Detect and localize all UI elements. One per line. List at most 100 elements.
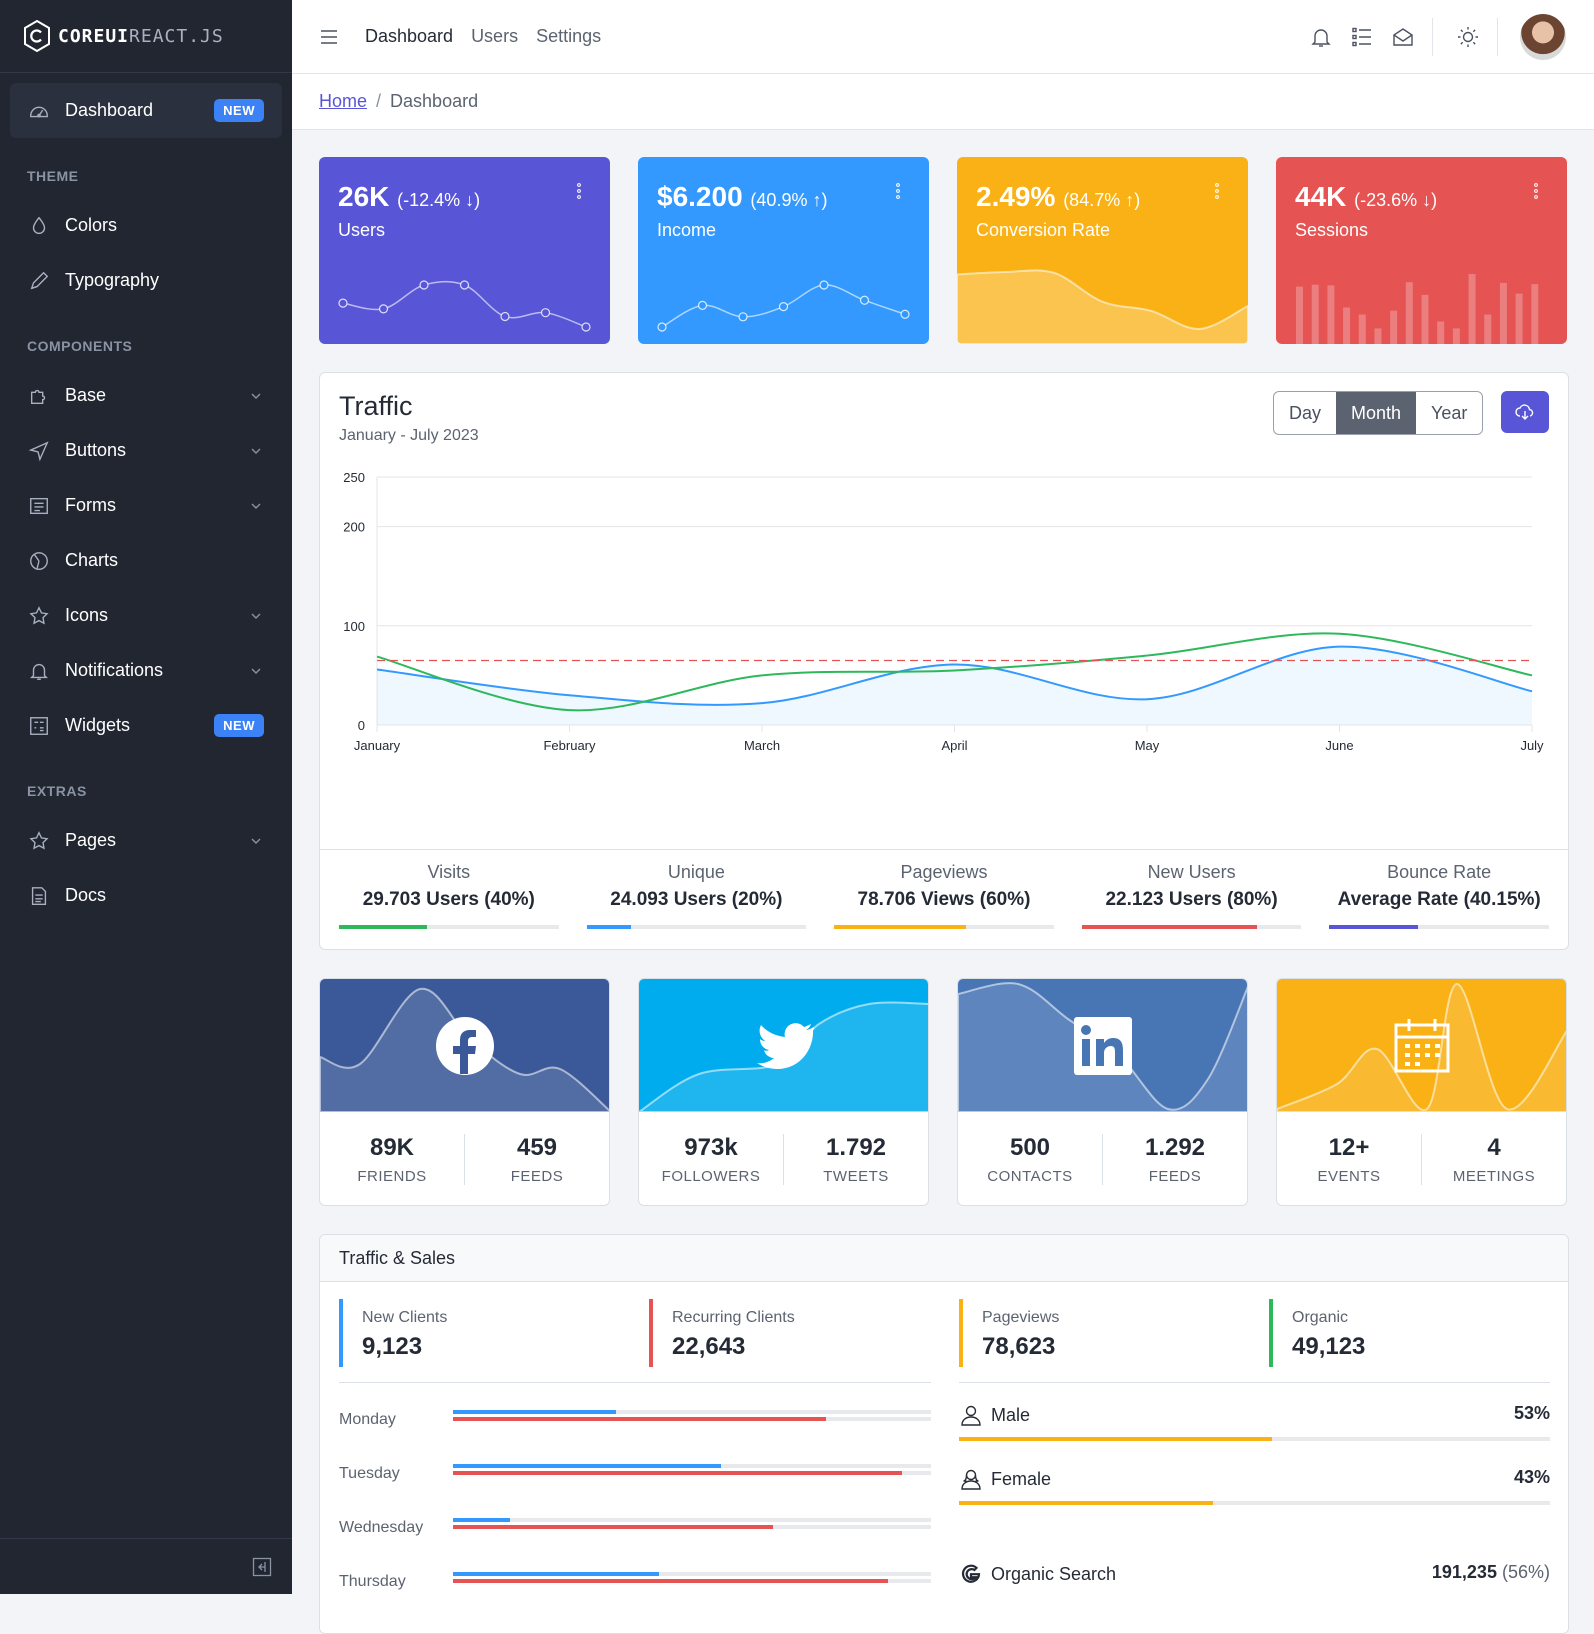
calendar-icon <box>1394 1018 1449 1072</box>
sparkline-area <box>957 269 1248 344</box>
social-stat-value: 973k <box>684 1133 738 1161</box>
list-icon[interactable] <box>1350 25 1374 49</box>
sidebar-item-pages[interactable]: Pages <box>0 813 292 868</box>
social-card-header <box>1277 979 1566 1112</box>
stat-name: Visits <box>427 862 471 882</box>
range-year-button[interactable]: Year <box>1431 402 1468 423</box>
sidebar-item-notifications[interactable]: Notifications <box>0 643 292 698</box>
envelope-open-icon[interactable] <box>1391 25 1415 49</box>
social-stat-label: TWEETS <box>823 1167 889 1185</box>
breadcrumb-current: Dashboard <box>390 91 479 111</box>
more-vertical-icon[interactable] <box>895 182 901 200</box>
cursor-icon <box>28 440 50 462</box>
chevron-down-icon <box>251 448 261 454</box>
social-stat-label: EVENTS <box>1317 1167 1381 1185</box>
brand-bold: COREUI <box>58 25 130 47</box>
day-row: Monday <box>339 1405 931 1435</box>
y-tick-label: 250 <box>343 470 365 485</box>
sparkline-point <box>859 295 870 305</box>
progress-fill <box>453 1471 903 1475</box>
sparkline-bar <box>1311 284 1319 344</box>
chevron-down-icon <box>251 393 261 399</box>
new-clients-progress <box>453 1518 931 1522</box>
gender-value: 43% <box>1513 1467 1550 1487</box>
more-vertical-icon[interactable] <box>576 182 582 200</box>
header-nav: Dashboard Users Settings <box>356 26 610 47</box>
new-clients-progress <box>453 1572 931 1576</box>
more-vertical-icon[interactable] <box>1533 182 1539 200</box>
speedometer-icon <box>28 100 50 122</box>
new-badge: NEW <box>214 714 264 737</box>
sidebar-toggler-icon[interactable] <box>252 1557 272 1577</box>
header-divider <box>1497 18 1498 56</box>
range-day-button[interactable]: Day <box>1289 402 1322 423</box>
widget-sparkline <box>657 280 910 332</box>
breadcrumb: Home / Dashboard <box>292 74 1594 130</box>
sidebar-item-label: Forms <box>65 495 116 515</box>
sidebar-item-widgets[interactable]: Widgets NEW <box>0 698 292 753</box>
traffic-sales-title: Traffic & Sales <box>320 1235 1568 1282</box>
breadcrumb-home-link[interactable]: Home <box>319 91 368 111</box>
sidebar-item-buttons[interactable]: Buttons <box>0 423 292 478</box>
gender-progress <box>959 1437 1550 1441</box>
social-card-header <box>320 979 609 1112</box>
social-stat-value: 500 <box>1009 1133 1051 1161</box>
main-content: 26K (-12.4% ↓) Users $6.200 (40.9% ↑) In… <box>319 157 1569 1634</box>
sparkline-point <box>540 308 551 318</box>
day-label: Tuesday <box>339 1465 400 1482</box>
sun-icon[interactable] <box>1456 25 1480 49</box>
sparkline-point <box>500 311 510 322</box>
social-stat-value: 1.292 <box>1144 1133 1206 1161</box>
widget-value: 2.49% <box>976 181 1056 212</box>
download-button[interactable] <box>1501 391 1549 433</box>
sidebar-item-dashboard[interactable]: Dashboard NEW <box>10 83 282 138</box>
x-tick-label: May <box>1135 738 1160 753</box>
header: Dashboard Users Settings <box>292 0 1594 74</box>
stat-value: 24.093 Users (20%) <box>610 889 783 910</box>
recurring-clients-progress <box>453 1471 931 1475</box>
menu-icon[interactable] <box>320 29 338 45</box>
chevron-down-icon <box>251 503 261 509</box>
sidebar-item-charts[interactable]: Charts <box>0 533 292 588</box>
widget-change: (-12.4% ↓) <box>397 190 481 210</box>
kpi-value: 78,623 <box>982 1333 1056 1360</box>
widget-value: 26K <box>338 181 390 212</box>
header-nav-dashboard[interactable]: Dashboard <box>365 26 454 46</box>
avatar[interactable] <box>1520 14 1566 60</box>
progress-fill <box>453 1525 774 1529</box>
stat-value: 29.703 Users (40%) <box>362 889 535 910</box>
sidebar-item-typography[interactable]: Typography <box>0 253 292 308</box>
sidebar-item-base[interactable]: Base <box>0 368 292 423</box>
progress-fill <box>453 1518 511 1522</box>
stat-name: New Users <box>1147 862 1236 882</box>
more-vertical-icon[interactable] <box>1214 182 1220 200</box>
y-tick-label: 200 <box>343 520 365 535</box>
sidebar-item-label: Notifications <box>65 660 164 680</box>
progress-fill <box>453 1572 659 1576</box>
header-nav-settings[interactable]: Settings <box>536 26 602 46</box>
header-nav-users[interactable]: Users <box>471 26 519 46</box>
sidebar-item-docs[interactable]: Docs <box>0 868 292 923</box>
traffic-subtitle: January - July 2023 <box>339 427 479 444</box>
social-stat: 973k FOLLOWERS <box>639 1134 783 1185</box>
sidebar-item-label: Icons <box>65 605 109 625</box>
widget-sparkline <box>338 280 591 332</box>
brand-light: REACT.JS <box>129 25 224 47</box>
range-month-button[interactable]: Month <box>1336 392 1417 434</box>
sidebar-item-label: Dashboard <box>65 100 154 120</box>
coreui-logo-icon <box>24 19 50 53</box>
sidebar-item-forms[interactable]: Forms <box>0 478 292 533</box>
gender-label: Female <box>991 1468 1052 1489</box>
social-stat: 12+ EVENTS <box>1277 1134 1421 1185</box>
new-clients-progress <box>453 1410 931 1414</box>
widget-users: 26K (-12.4% ↓) Users <box>319 157 610 344</box>
sparkline-bar <box>1374 328 1382 344</box>
bell-icon[interactable] <box>1309 25 1333 49</box>
widget-label: Income <box>657 220 717 240</box>
sidebar-item-icons[interactable]: Icons <box>0 588 292 643</box>
sparkline-bar <box>1343 307 1351 344</box>
stat-progress <box>586 925 807 929</box>
gender-value: 53% <box>1513 1403 1550 1423</box>
brand-logo[interactable]: COREUIREACT.JS <box>0 0 292 73</box>
sidebar-item-colors[interactable]: Colors <box>0 198 292 253</box>
